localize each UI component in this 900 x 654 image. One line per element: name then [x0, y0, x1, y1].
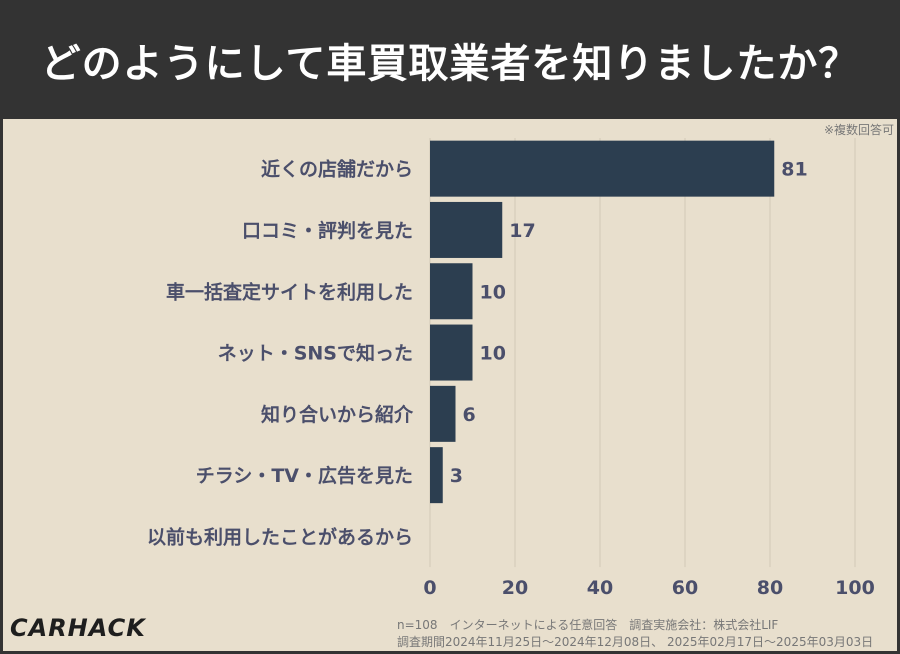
data-label: 10 [480, 281, 506, 303]
bar [430, 140, 775, 197]
x-tick-label: 80 [757, 577, 783, 599]
carhack-logo: CARHACK [10, 614, 146, 642]
data-label: 10 [480, 343, 506, 365]
bar [430, 263, 473, 320]
category-label: 口コミ・評判を見た [242, 219, 413, 242]
x-tick-label: 100 [835, 577, 875, 599]
footer-line-1: n=108 インターネットによる任意回答 調査実施会社：株式会社LIF [397, 618, 779, 632]
data-label: 3 [450, 465, 463, 487]
x-tick-label: 20 [502, 577, 528, 599]
category-label: 車一括査定サイトを利用した [166, 280, 413, 303]
x-tick-label: 60 [672, 577, 698, 599]
bar [430, 385, 456, 442]
category-label: チラシ・TV・広告を見た [196, 464, 413, 487]
category-label: 知り合いから紹介 [261, 403, 414, 426]
multiple-answer-note: ※複数回答可 [823, 123, 894, 137]
page-title: どのようにして車買取業者を知りましたか？ [40, 40, 860, 87]
category-label: ネット・SNSで知った [218, 342, 413, 365]
x-tick-label: 0 [423, 577, 436, 599]
bar [430, 447, 443, 504]
data-label: 6 [463, 404, 476, 426]
category-label: 近くの店舗だから [261, 158, 413, 181]
data-label: 81 [781, 159, 807, 181]
data-label: 17 [509, 220, 535, 242]
x-tick-label: 40 [587, 577, 613, 599]
bar [430, 324, 473, 381]
footer-line-2: 調査期間2024年11月25日〜2024年12月08日、 2025年02月17日… [397, 635, 874, 649]
category-label: 以前も利用したことがあるから [147, 525, 413, 548]
bar [430, 201, 503, 258]
